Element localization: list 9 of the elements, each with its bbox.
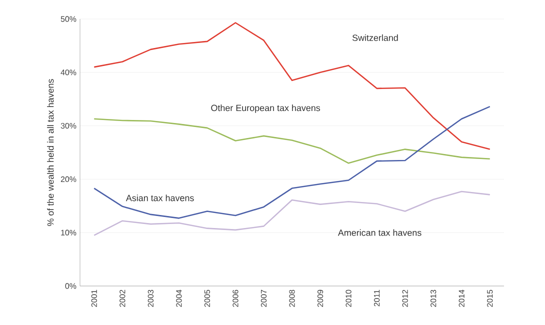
line-series [93, 106, 491, 219]
text: Switzerland [352, 34, 398, 41]
text: American tax havens [338, 229, 422, 236]
series-label: Asian tax havens [126, 194, 194, 202]
line-series [93, 22, 491, 150]
line-series [93, 190, 491, 236]
y-axis-title: % of the wealth held in all tax havens [47, 79, 54, 226]
series-label: Other European tax havens [211, 104, 320, 113]
line-series [93, 118, 491, 164]
